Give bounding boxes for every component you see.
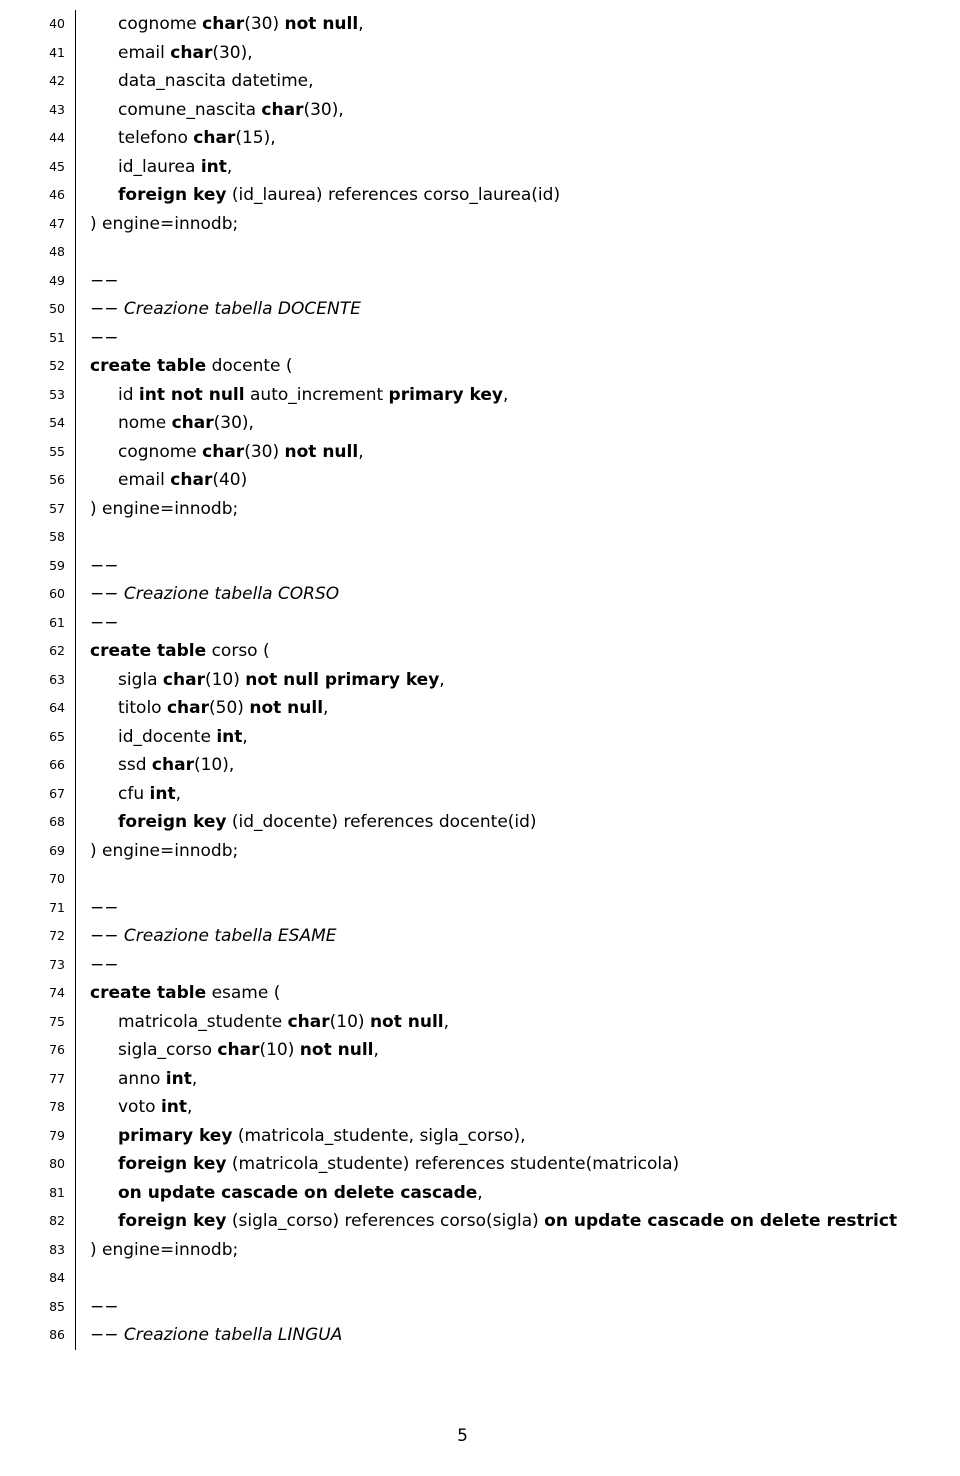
line-number: 66 [25,751,65,780]
line-number: 61 [25,609,65,638]
line-number: 81 [25,1179,65,1208]
line-number: 53 [25,381,65,410]
line-number: 41 [25,39,65,68]
code-line: telefono char(15), [90,124,900,153]
line-number: 83 [25,1236,65,1265]
line-number: 77 [25,1065,65,1094]
line-number: 40 [25,10,65,39]
code-line: ) engine=innodb; [90,1236,900,1265]
code-line: cognome char(30) not null, [90,10,900,39]
line-number-gutter: 4041424344454647484950515253545556575859… [25,10,76,1350]
line-number: 86 [25,1321,65,1350]
code-line: −− [90,1293,900,1322]
code-line: nome char(30), [90,409,900,438]
line-number: 59 [25,552,65,581]
line-number: 72 [25,922,65,951]
line-number: 45 [25,153,65,182]
code-line [90,865,900,894]
line-number: 62 [25,637,65,666]
line-number: 55 [25,438,65,467]
line-number: 67 [25,780,65,809]
code-line: data_nascita datetime, [90,67,900,96]
code-line: −− Creazione tabella LINGUA [90,1321,900,1350]
code-line: −− Creazione tabella CORSO [90,580,900,609]
code-line: sigla char(10) not null primary key, [90,666,900,695]
code-line [90,523,900,552]
code-line: create table corso ( [90,637,900,666]
code-line: create table docente ( [90,352,900,381]
code-line: on update cascade on delete cascade, [90,1179,900,1208]
line-number: 54 [25,409,65,438]
line-number: 80 [25,1150,65,1179]
code-line: ) engine=innodb; [90,495,900,524]
line-number: 65 [25,723,65,752]
line-number: 85 [25,1293,65,1322]
code-line: foreign key (id_laurea) references corso… [90,181,900,210]
line-number: 82 [25,1207,65,1236]
line-number: 76 [25,1036,65,1065]
line-number: 69 [25,837,65,866]
code-line: −− [90,609,900,638]
line-number: 60 [25,580,65,609]
code-line: sigla_corso char(10) not null, [90,1036,900,1065]
line-number: 58 [25,523,65,552]
code-line: −− [90,324,900,353]
code-line [90,1264,900,1293]
code-line: email char(30), [90,39,900,68]
code-line: voto int, [90,1093,900,1122]
code-line: −− [90,951,900,980]
code-line: cognome char(30) not null, [90,438,900,467]
line-number: 50 [25,295,65,324]
code-line: titolo char(50) not null, [90,694,900,723]
line-number: 63 [25,666,65,695]
code-line: foreign key (sigla_corso) references cor… [90,1207,900,1236]
line-number: 75 [25,1008,65,1037]
line-number: 42 [25,67,65,96]
line-number: 84 [25,1264,65,1293]
line-number: 48 [25,238,65,267]
code-line: ) engine=innodb; [90,210,900,239]
line-number: 46 [25,181,65,210]
code-line: create table esame ( [90,979,900,1008]
code-line [90,238,900,267]
line-number: 78 [25,1093,65,1122]
line-number: 70 [25,865,65,894]
code-line: ssd char(10), [90,751,900,780]
line-number: 71 [25,894,65,923]
code-line: −− [90,267,900,296]
line-number: 44 [25,124,65,153]
code-line: id int not null auto_increment primary k… [90,381,900,410]
code-content: cognome char(30) not null,email char(30)… [76,10,900,1350]
code-line: id_laurea int, [90,153,900,182]
line-number: 43 [25,96,65,125]
line-number: 56 [25,466,65,495]
code-line: foreign key (id_docente) references doce… [90,808,900,837]
code-line: cfu int, [90,780,900,809]
line-number: 57 [25,495,65,524]
document-page: 4041424344454647484950515253545556575859… [0,0,960,1476]
line-number: 52 [25,352,65,381]
code-line: id_docente int, [90,723,900,752]
code-line: −− [90,552,900,581]
code-line: −− [90,894,900,923]
code-listing: 4041424344454647484950515253545556575859… [25,10,900,1350]
line-number: 49 [25,267,65,296]
code-line: anno int, [90,1065,900,1094]
code-line: ) engine=innodb; [90,837,900,866]
line-number: 79 [25,1122,65,1151]
line-number: 74 [25,979,65,1008]
code-line: −− Creazione tabella DOCENTE [90,295,900,324]
line-number: 47 [25,210,65,239]
line-number: 51 [25,324,65,353]
code-line: matricola_studente char(10) not null, [90,1008,900,1037]
code-line: primary key (matricola_studente, sigla_c… [90,1122,900,1151]
line-number: 73 [25,951,65,980]
code-line: email char(40) [90,466,900,495]
line-number: 68 [25,808,65,837]
code-line: −− Creazione tabella ESAME [90,922,900,951]
code-line: comune_nascita char(30), [90,96,900,125]
code-line: foreign key (matricola_studente) referen… [90,1150,900,1179]
page-number: 5 [25,1426,900,1446]
line-number: 64 [25,694,65,723]
